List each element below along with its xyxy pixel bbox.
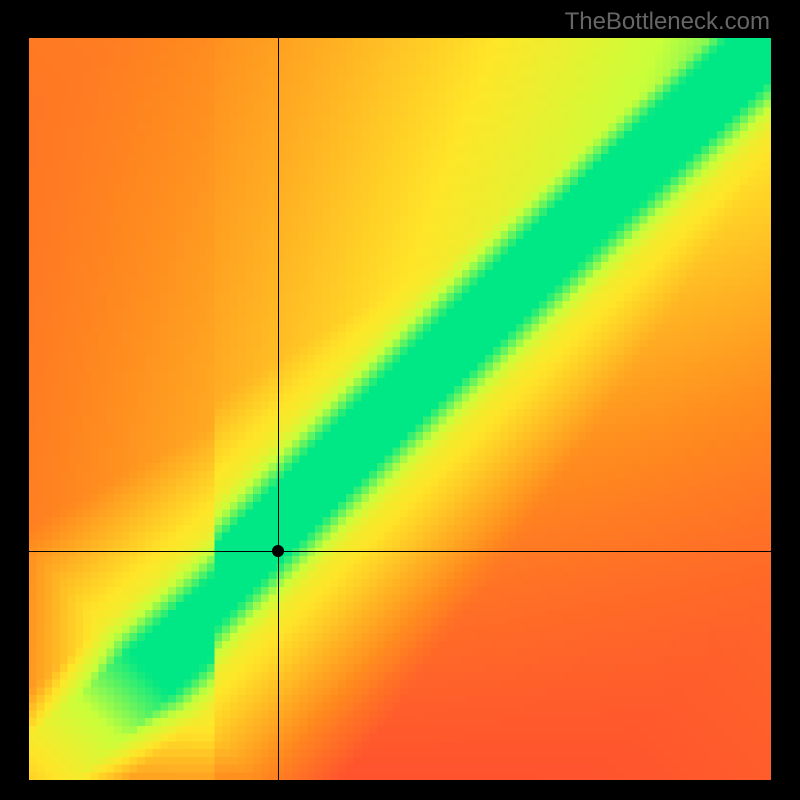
crosshair-vertical [278, 38, 279, 780]
watermark-text: TheBottleneck.com [565, 8, 770, 36]
data-point-marker [272, 545, 284, 557]
heatmap-plot [29, 38, 771, 780]
heatmap-canvas [29, 38, 771, 780]
crosshair-horizontal [29, 551, 771, 552]
chart-container: TheBottleneck.com [0, 0, 800, 800]
